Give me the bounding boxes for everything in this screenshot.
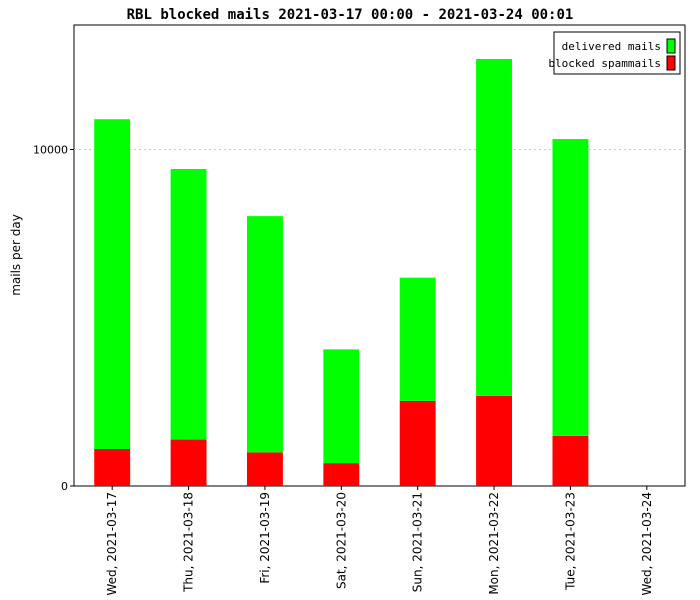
bar-blocked-spammails-3 [323, 463, 360, 486]
bar-delivered-mails-6 [552, 139, 589, 436]
y-tick-label-0: 0 [61, 480, 68, 493]
x-tick-label-5: Mon, 2021-03-22 [487, 492, 501, 595]
bar-delivered-mails-5 [476, 58, 513, 396]
bar-blocked-spammails-4 [399, 400, 436, 486]
bar-blocked-spammails-5 [476, 395, 513, 486]
legend: delivered mails blocked spammails [548, 31, 681, 75]
bar-delivered-mails-0 [94, 119, 131, 449]
bar-blocked-spammails-2 [246, 452, 283, 486]
bar-delivered-mails-1 [170, 169, 207, 440]
legend-label-delivered-mails: delivered mails [562, 40, 661, 53]
y-axis-ticks: 0 10000 [33, 144, 74, 493]
bar-delivered-mails-2 [246, 216, 283, 453]
x-tick-label-3: Sat, 2021-03-20 [334, 492, 348, 589]
x-tick-label-7: Wed, 2021-03-24 [640, 492, 654, 596]
bar-delivered-mails-4 [399, 277, 436, 401]
bar-delivered-mails-3 [323, 349, 360, 464]
y-axis-label: mails per day [9, 214, 23, 296]
x-tick-label-4: Sun, 2021-03-21 [411, 492, 425, 592]
plot-frame [73, 24, 686, 487]
y-tick-label-10000: 10000 [33, 144, 68, 157]
legend-label-blocked-spammails: blocked spammails [548, 57, 661, 70]
x-tick-label-0: Wed, 2021-03-17 [105, 492, 119, 596]
legend-swatch-blocked-spammails [666, 55, 676, 71]
bar-blocked-spammails-6 [552, 435, 589, 486]
bar-blocked-spammails-1 [170, 439, 207, 486]
bar-blocked-spammails-0 [94, 448, 131, 486]
x-tick-label-1: Thu, 2021-03-18 [182, 492, 196, 593]
legend-swatch-delivered-mails [666, 38, 676, 54]
x-tick-label-2: Fri, 2021-03-19 [258, 492, 272, 584]
chart-title: RBL blocked mails 2021-03-17 00:00 - 202… [127, 7, 574, 23]
legend-box [553, 31, 681, 75]
bars [94, 58, 589, 486]
x-axis-ticks: Wed, 2021-03-17 Thu, 2021-03-18 Fri, 2021-… [105, 486, 654, 596]
x-tick-label-6: Tue, 2021-03-23 [563, 492, 577, 591]
